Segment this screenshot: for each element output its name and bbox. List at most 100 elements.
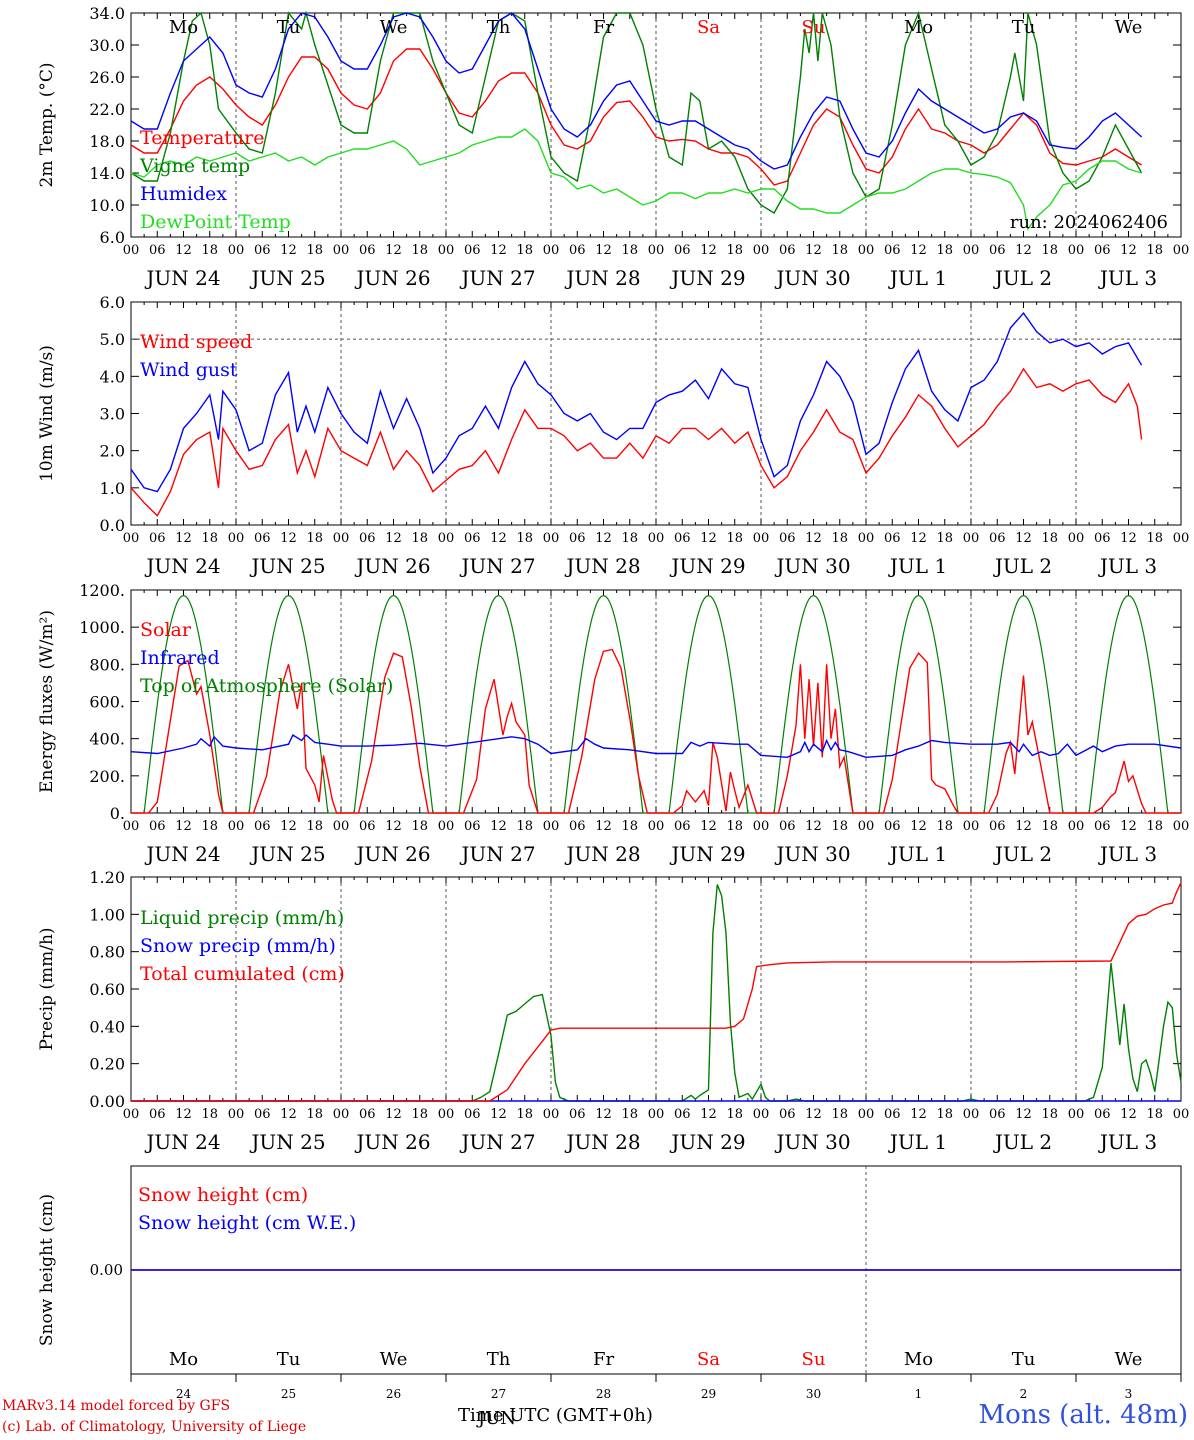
x-hour-label: 06 [254, 531, 271, 546]
x-hour-label: 12 [910, 819, 927, 834]
x-hour-label: 12 [385, 1107, 402, 1122]
weekday-label: Fr [593, 1349, 614, 1370]
legend-entry: Vigne temp [139, 155, 250, 177]
series-solar-line [131, 648, 1181, 814]
y-tick-label: 600. [89, 693, 125, 712]
y-tick-label: 10.0 [89, 196, 125, 215]
x-hour-label: 06 [359, 1107, 376, 1122]
plot-frame [130, 589, 1182, 814]
x-date-label: JUL 2 [993, 266, 1052, 290]
x-date-label: JUN 26 [354, 1130, 430, 1154]
y-tick-label: 2.0 [100, 442, 125, 461]
x-hour-label: 18 [411, 243, 428, 258]
legend-entry: Humidex [140, 183, 227, 205]
x-hour-label: 06 [464, 1107, 481, 1122]
x-hour-label: 06 [884, 531, 901, 546]
series-temperature-line [130, 48, 1142, 186]
lab-credit: (c) Lab. of Climatology, University of L… [2, 1419, 307, 1435]
x-hour-label: 12 [490, 531, 507, 546]
x-date-label: JUN 29 [669, 1130, 745, 1154]
x-date-label: JUN 24 [144, 842, 220, 866]
y-tick-label: 1000. [79, 618, 125, 637]
month-label: JUN [476, 1408, 516, 1429]
x-date-label: JUN 27 [459, 1130, 535, 1154]
x-hour-label: 00 [1068, 531, 1085, 546]
x-hour-label: 12 [385, 531, 402, 546]
x-hour-label: 00 [543, 531, 560, 546]
x-hour-label: 06 [359, 819, 376, 834]
x-hour-label: 18 [1041, 531, 1058, 546]
day-number-label: 28 [596, 1387, 611, 1401]
y-tick-label: 0.00 [90, 1261, 123, 1279]
series-total-cumulated-cm-line [131, 882, 1182, 1102]
x-hour-label: 12 [910, 1107, 927, 1122]
x-hour-label: 18 [726, 531, 743, 546]
x-hour-label: 06 [569, 819, 586, 834]
x-hour-label: 00 [648, 531, 665, 546]
x-hour-label: 00 [648, 243, 665, 258]
x-hour-label: 12 [175, 1107, 192, 1122]
x-hour-label: 12 [1015, 531, 1032, 546]
weekday-label: Th [487, 1349, 511, 1370]
x-hour-label: 18 [201, 531, 218, 546]
day-number-label: 30 [806, 1387, 821, 1401]
x-hour-label: 00 [438, 531, 455, 546]
x-hour-label: 00 [123, 819, 140, 834]
x-hour-label: 12 [175, 531, 192, 546]
x-hour-label: 06 [149, 1107, 166, 1122]
legend-entry: Liquid precip (mm/h) [140, 907, 344, 929]
series-vigne-temp-line [130, 10, 1143, 214]
x-date-label: JUN 29 [669, 842, 745, 866]
x-hour-label: 18 [621, 1107, 638, 1122]
legend-entry: Wind speed [140, 331, 252, 353]
weekday-label: Mo [904, 1349, 933, 1370]
x-hour-label: 06 [779, 243, 796, 258]
x-hour-label: 12 [490, 243, 507, 258]
x-date-label: JUL 2 [993, 842, 1052, 866]
x-date-label: JUN 25 [249, 266, 325, 290]
x-hour-label: 12 [1120, 531, 1137, 546]
x-hour-label: 00 [753, 1107, 770, 1122]
y-axis-label: Snow height (cm) [37, 1194, 57, 1346]
x-hour-label: 12 [385, 819, 402, 834]
legend-entry: Solar [140, 619, 192, 641]
series-wind-gust-line [130, 311, 1143, 493]
legend-entry: Snow precip (mm/h) [140, 935, 336, 957]
series-liquid-precip-mm-h-line [131, 884, 1182, 1102]
x-hour-label: 06 [1094, 531, 1111, 546]
y-tick-label: 0.20 [89, 1055, 125, 1074]
x-hour-label: 06 [674, 1107, 691, 1122]
x-hour-label: 00 [228, 819, 245, 834]
day-number-label: 24 [176, 1387, 192, 1401]
x-hour-label: 00 [228, 243, 245, 258]
series-infrared-line [130, 733, 1182, 759]
x-hour-label: 00 [648, 1107, 665, 1122]
x-date-label: JUN 24 [144, 554, 220, 578]
x-hour-label: 12 [595, 819, 612, 834]
x-hour-label: 00 [753, 531, 770, 546]
y-axis-label: 2m Temp. (°C) [37, 62, 57, 187]
weekday-label: We [1115, 17, 1143, 38]
x-hour-label: 00 [1173, 819, 1190, 834]
x-hour-label: 12 [700, 243, 717, 258]
y-tick-label: 14.0 [89, 164, 125, 183]
x-hour-label: 06 [149, 243, 166, 258]
x-date-label: JUN 30 [774, 554, 850, 578]
x-hour-label: 00 [753, 819, 770, 834]
x-date-label: JUN 28 [564, 554, 640, 578]
x-hour-label: 18 [1041, 819, 1058, 834]
y-axis-label: Energy fluxes (W/m²) [37, 610, 57, 793]
x-hour-label: 00 [648, 819, 665, 834]
y-tick-label: 400. [89, 730, 125, 749]
weekday-label: Su [802, 17, 826, 38]
x-hour-label: 18 [831, 531, 848, 546]
x-hour-label: 06 [569, 531, 586, 546]
legend-entry: DewPoint Temp [140, 211, 291, 233]
x-hour-label: 18 [936, 819, 953, 834]
day-number-label: 25 [281, 1387, 296, 1401]
x-hour-label: 00 [333, 243, 350, 258]
legend-entry: Total cumulated (cm) [140, 963, 345, 985]
x-hour-label: 18 [726, 819, 743, 834]
x-hour-label: 18 [621, 531, 638, 546]
weekday-label: Tu [1012, 17, 1036, 38]
